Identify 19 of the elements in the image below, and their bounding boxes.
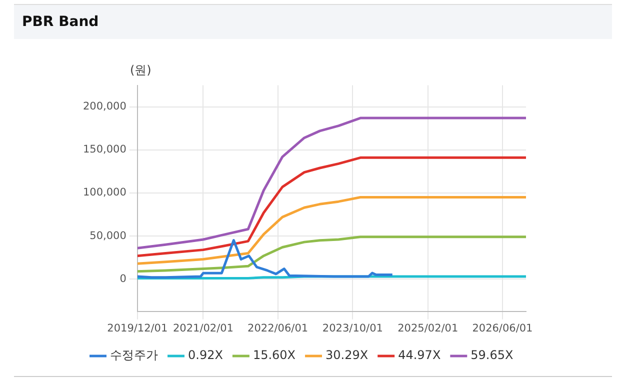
y-tick-label: 200,000 bbox=[83, 100, 126, 113]
legend-label: 44.97X bbox=[398, 348, 441, 362]
legend-label: 수정주가 bbox=[110, 348, 158, 362]
x-tick-label: 2025/02/01 bbox=[398, 322, 458, 334]
x-tick-label: 2026/06/01 bbox=[472, 322, 533, 334]
x-tick-label: 2019/12/01 bbox=[107, 322, 168, 334]
legend-label: 15.60X bbox=[252, 348, 296, 362]
y-tick-label: 0 bbox=[120, 272, 126, 285]
y-axis-title: (원) bbox=[130, 62, 152, 79]
chart-title: PBR Band bbox=[22, 14, 99, 30]
y-tick-label: 150,000 bbox=[83, 144, 126, 156]
legend-label: 30.29X bbox=[326, 348, 368, 362]
x-tick-label: 2023/10/01 bbox=[322, 322, 383, 334]
x-tick-label: 2021/02/01 bbox=[172, 322, 234, 334]
x-tick-label: 2022/06/01 bbox=[248, 322, 308, 334]
legend-label: 59.65X bbox=[470, 348, 514, 362]
y-tick-label: 100,000 bbox=[83, 186, 126, 199]
legend-label: 0.92X bbox=[188, 348, 223, 362]
y-tick-label: 50,000 bbox=[90, 230, 126, 242]
